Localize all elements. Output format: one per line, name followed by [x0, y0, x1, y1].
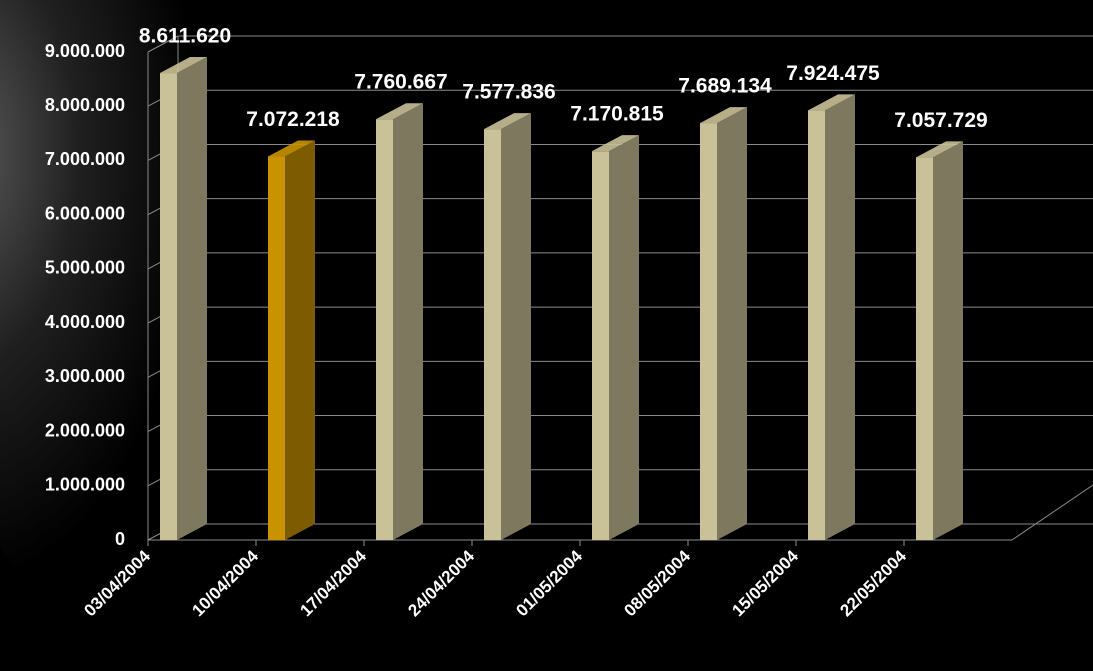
bar-side	[717, 107, 747, 540]
bar-side	[609, 135, 639, 540]
bar	[700, 123, 717, 540]
y-tick-label: 1.000.000	[45, 475, 125, 495]
bar	[268, 156, 285, 540]
y-tick-label: 7.000.000	[45, 149, 125, 169]
y-tick-label: 8.000.000	[45, 95, 125, 115]
bar-top	[700, 107, 747, 124]
bar-top	[268, 140, 315, 157]
bar	[160, 73, 177, 540]
bar	[592, 151, 609, 540]
value-label: 7.072.218	[246, 108, 340, 131]
value-label: 8.611.620	[139, 25, 231, 48]
bar-side	[393, 103, 423, 540]
value-label: 7.577.836	[462, 81, 555, 104]
bar-top	[592, 135, 639, 152]
bar-side	[501, 113, 531, 541]
bar-side	[177, 57, 207, 540]
y-tick-label: 0	[115, 529, 125, 549]
bar-top	[484, 113, 531, 130]
value-label: 7.057.729	[894, 109, 987, 132]
y-tick-label: 3.000.000	[45, 366, 125, 386]
y-tick-label: 5.000.000	[45, 258, 125, 278]
bar	[484, 129, 501, 540]
y-tick-label: 6.000.000	[45, 203, 125, 223]
bar-top	[916, 141, 963, 158]
value-label: 7.760.667	[354, 71, 447, 94]
grid-line-side	[147, 35, 179, 53]
bar-top	[376, 103, 423, 120]
bar-side	[933, 141, 963, 540]
bar-top	[808, 94, 855, 111]
bar-top	[160, 57, 207, 74]
floor-edge	[1011, 484, 1093, 541]
bar	[916, 157, 933, 540]
value-label: 7.924.475	[786, 62, 880, 85]
value-label: 7.170.815	[570, 103, 664, 126]
bar-side	[825, 94, 855, 540]
y-tick-label: 2.000.000	[45, 420, 125, 440]
background-photo	[0, 0, 320, 620]
y-tick-label: 4.000.000	[45, 312, 125, 332]
bar-side	[285, 140, 315, 540]
y-tick-label: 9.000.000	[45, 41, 125, 61]
value-label: 7.689.134	[678, 75, 772, 98]
bar	[808, 110, 825, 540]
bar	[376, 119, 393, 540]
bars	[160, 57, 963, 541]
